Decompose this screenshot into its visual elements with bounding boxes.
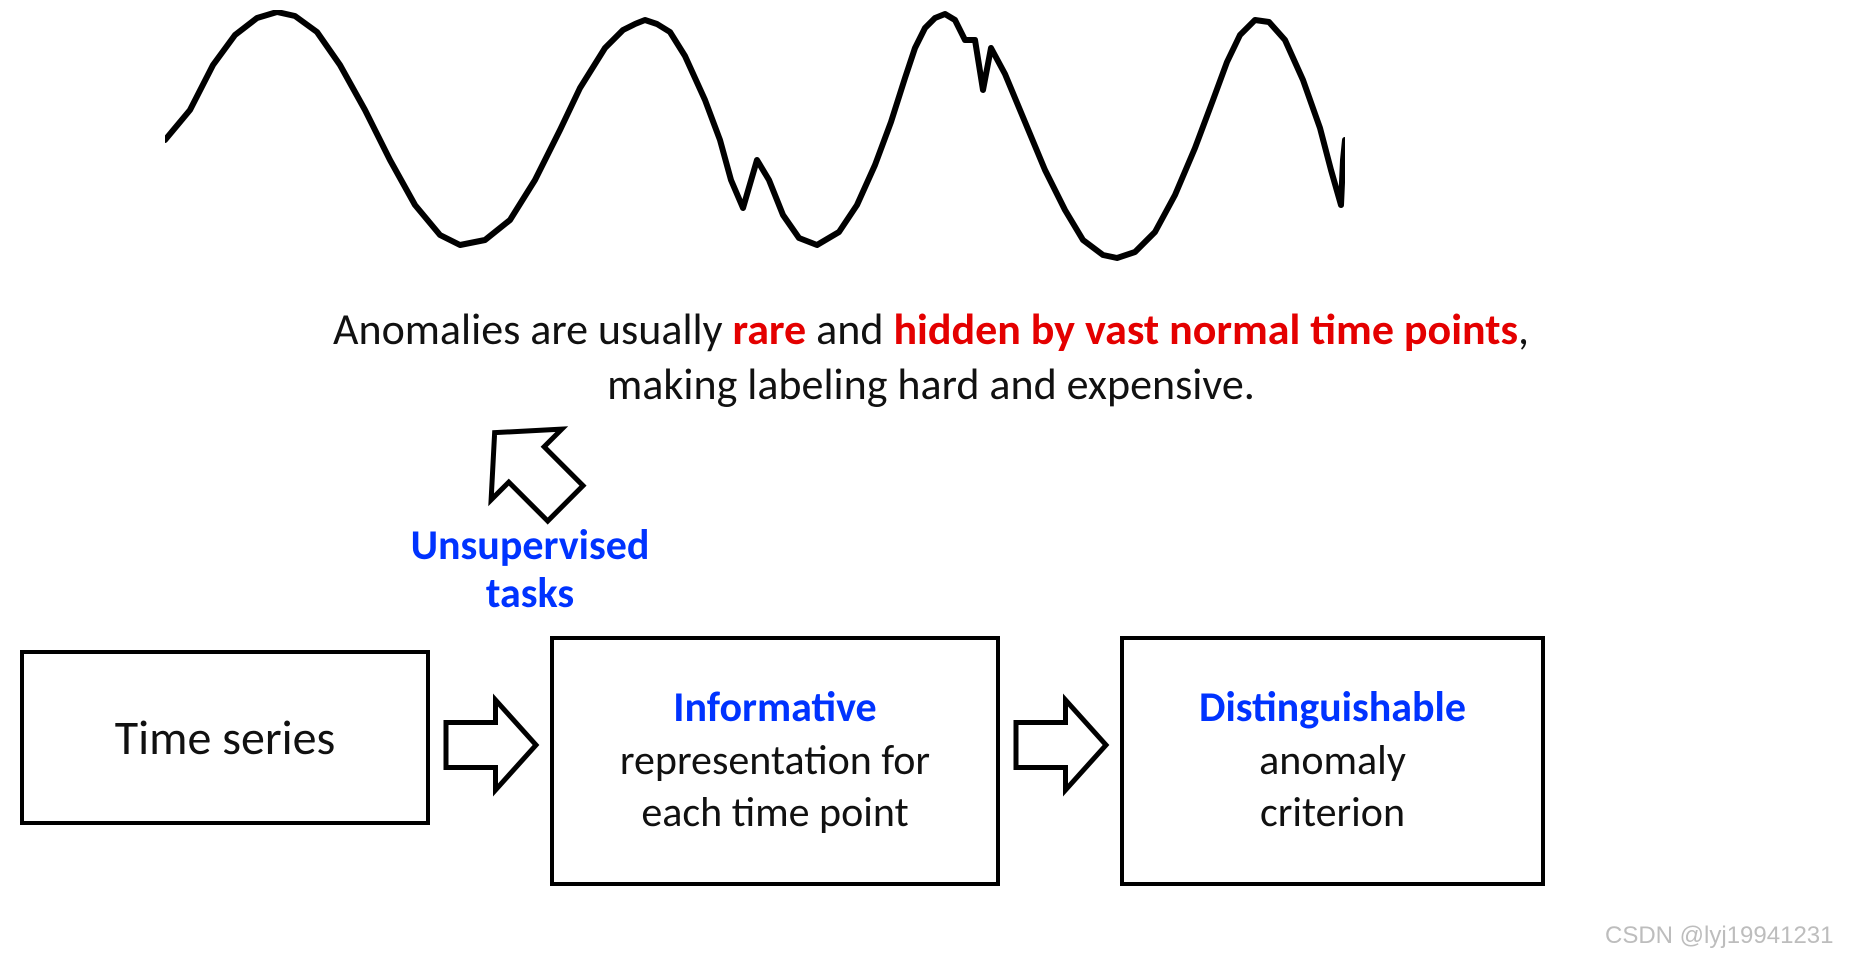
box-distinguishable-title: Distinguishable [1199,682,1466,735]
label-unsup-line2: tasks [486,568,574,619]
box-informative-line2: representation for [620,735,930,788]
box-informative-line3: each time point [641,787,908,840]
arrow-down-icon [480,418,580,518]
box-informative: Informative representation for each time… [550,636,1000,886]
watermark-text: CSDN @lyj19941231 [1605,922,1833,950]
label-unsupervised-tasks: Unsupervised tasks [360,522,700,619]
box-time-series-text: Time series [115,708,336,768]
time-series-waveform [165,10,1345,280]
box-distinguishable-line2: anomaly [1259,735,1406,788]
caption-block: Anomalies are usually rare and hidden by… [0,302,1862,412]
diagram-stage: Anomalies are usually rare and hidden by… [0,0,1862,954]
arrow-right-icon [1016,700,1106,790]
box-distinguishable-line3: criterion [1260,787,1405,840]
caption-post: , [1518,302,1529,356]
caption-line-1: Anomalies are usually rare and hidden by… [0,302,1862,357]
label-unsup-line1: Unsupervised [411,520,650,571]
arrow-right-icon [446,700,536,790]
box-informative-title: Informative [673,682,876,735]
caption-pre: Anomalies are usually [333,302,733,356]
box-distinguishable: Distinguishable anomaly criterion [1120,636,1545,886]
caption-line-2: making labeling hard and expensive. [0,357,1862,412]
caption-mid: and [806,302,893,356]
caption-rare: rare [733,302,807,356]
caption-hidden: hidden by vast normal time points [893,302,1518,356]
box-time-series: Time series [20,650,430,825]
